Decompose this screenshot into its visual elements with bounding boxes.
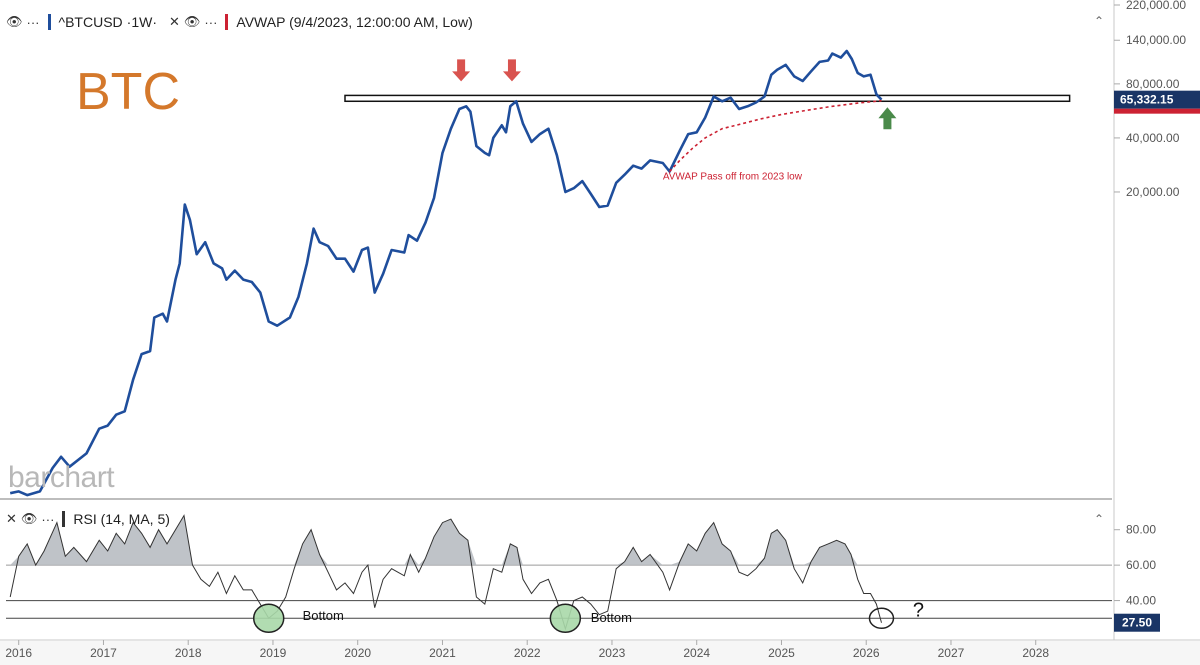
rsi-tick-label: 80.00 [1126,523,1156,537]
price-line [9,49,883,497]
price-panel: 220,000.00 140,000.00 80,000.00 40,000.00 20… [0,0,1200,640]
rsi-annotation: Bottom [303,608,344,623]
x-tick-label: 2025 [768,646,795,660]
x-axis: 2016 2017 2018 2019 2020 2021 2022 2023 2024 2025… [0,639,1200,665]
rsi-circle-marker [252,603,285,634]
close-icon[interactable]: ✕ [6,511,17,526]
price-legend: 👁 ··· ^BTCUSD ·1W· ✕ 👁 ··· AVWAP (9/4/20… [6,14,473,30]
x-axis-background [0,641,1200,665]
last-rsi-label: 27.50 [1122,616,1152,630]
rsi-circle-marker [549,603,582,634]
interval-label: ·1W· [126,14,157,30]
y-tick-label: 80,000.00 [1126,77,1180,91]
more-icon[interactable]: ··· [41,511,55,527]
rsi-annotation: Bottom [591,610,632,625]
rsi-annotation: ? [913,600,924,622]
x-tick-label: 2016 [5,646,32,660]
rsi-tick-label: 40.00 [1126,594,1156,608]
last-rsi-badge [1114,613,1160,632]
down-arrow-icon [502,59,521,82]
symbol-label: ^BTCUSD [58,14,123,30]
x-tick-label: 2023 [599,646,626,660]
last-price-label: 65,332.15 [1120,93,1174,107]
avwap-badge-strip [1114,108,1200,114]
x-tick-label: 2020 [344,646,371,660]
close-icon[interactable]: ✕ [169,14,180,29]
chart-title: BTC [76,63,180,121]
indicator-color-swatch [225,14,229,30]
rsi-line [9,514,882,631]
resistance-zone [344,94,1071,103]
barchart-watermark: barchart [8,461,115,494]
y-tick-label: 40,000.00 [1126,131,1180,145]
up-arrow-icon [878,107,897,130]
y-tick-label: 140,000.00 [1126,33,1186,47]
avwap-annotation: AVWAP Pass off from 2023 low [663,171,803,182]
collapse-rsi-icon[interactable]: ⌃ [1094,512,1105,526]
y-tick-label: 20,000.00 [1126,185,1180,199]
y-tick-label: 220,000.00 [1126,0,1186,12]
indicator-label: AVWAP (9/4/2023, 12:00:00 AM, Low) [236,14,473,30]
more-icon[interactable]: ··· [204,14,218,30]
eye-icon[interactable]: 👁 [20,511,38,526]
avwap-line [669,99,882,173]
x-tick-label: 2019 [260,646,287,660]
x-tick-label: 2017 [90,646,117,660]
x-tick-label: 2027 [938,646,965,660]
x-tick-label: 2018 [175,646,202,660]
rsi-circle-marker [868,607,895,630]
rsi-panel: 80.00 60.00 40.00 Bottom Bottom ? 27.50 [6,514,1160,634]
x-tick-label: 2026 [853,646,880,660]
rsi-tick-label: 60.00 [1126,558,1156,572]
rsi-legend: ✕ 👁 ··· RSI (14, MA, 5) [6,511,170,527]
x-tick-label: 2024 [683,646,710,660]
x-tick-label: 2021 [429,646,456,660]
symbol-color-swatch [47,14,51,30]
eye-icon[interactable]: 👁 [183,14,201,29]
x-tick-label: 2022 [514,646,541,660]
rsi-color-swatch [62,511,66,527]
more-icon[interactable]: ··· [26,14,40,30]
eye-icon[interactable]: 👁 [6,14,23,29]
x-tick-label: 2028 [1022,646,1049,660]
down-arrow-icon [452,59,471,82]
rsi-label: RSI (14, MA, 5) [73,511,170,527]
collapse-price-icon[interactable]: ⌃ [1094,14,1105,28]
last-price-badge [1114,90,1200,109]
rsi-overbought-fill [10,515,882,566]
